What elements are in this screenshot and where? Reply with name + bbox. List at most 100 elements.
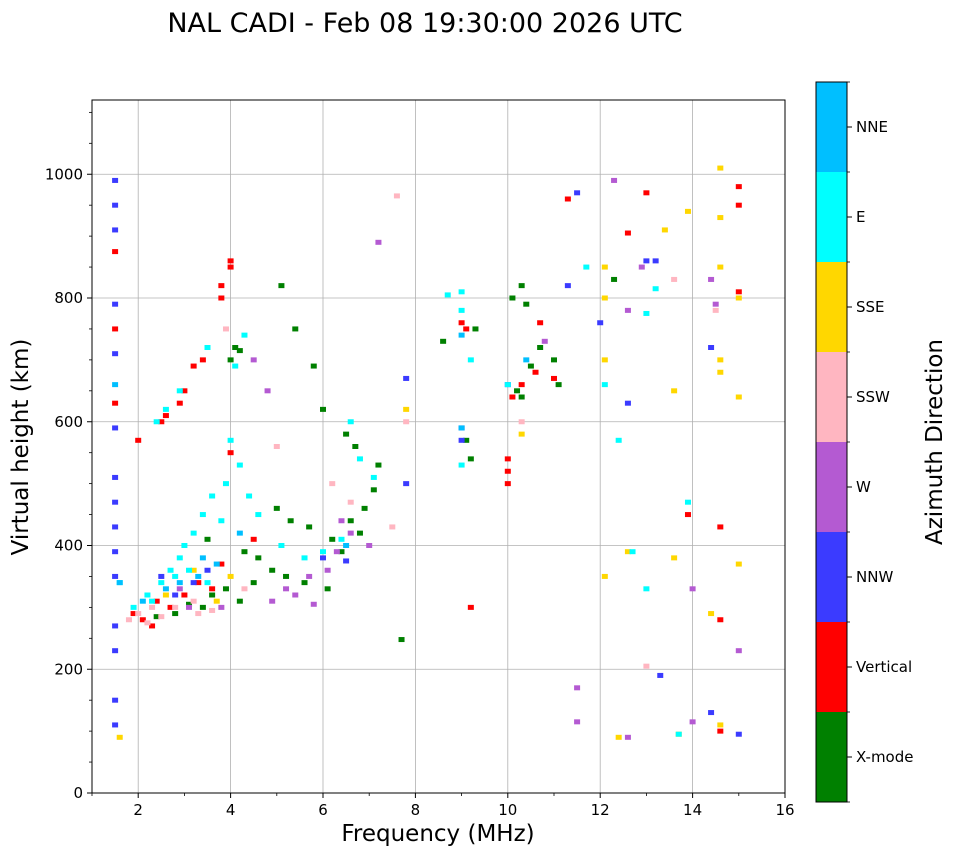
- colorbar-tick-label: NNW: [856, 568, 893, 586]
- data-point-nnw: [403, 481, 410, 487]
- y-tick-label: 200: [54, 660, 83, 678]
- data-point-vertical: [227, 450, 234, 456]
- data-point-vertical: [112, 400, 119, 406]
- data-point-x-mode: [236, 598, 243, 604]
- data-point-w: [338, 518, 345, 524]
- data-point-ssw: [518, 419, 525, 425]
- data-point-vertical: [135, 437, 142, 443]
- data-point-e: [222, 481, 229, 487]
- data-point-nnw: [320, 555, 326, 561]
- data-point-sse: [735, 295, 742, 301]
- data-point-sse: [403, 406, 410, 412]
- data-point-vertical: [149, 623, 156, 629]
- data-point-sse: [717, 165, 724, 171]
- data-point-x-mode: [324, 586, 331, 592]
- x-axis-label: Frequency (MHz): [341, 821, 534, 847]
- x-tick-label: 14: [683, 801, 702, 819]
- data-point-e: [176, 388, 183, 394]
- data-point-w: [347, 530, 354, 536]
- data-point-w: [306, 573, 313, 579]
- data-point-x-mode: [352, 444, 359, 449]
- data-point-x-mode: [255, 555, 262, 561]
- data-point-ssw: [712, 307, 719, 313]
- data-point-x-mode: [306, 524, 313, 530]
- data-point-nnw: [112, 524, 119, 530]
- data-point-x-mode: [467, 456, 474, 462]
- colorbar-segment: [816, 532, 847, 622]
- colorbar-segment: [816, 712, 847, 802]
- data-point-sse: [661, 227, 668, 233]
- data-point-vertical: [509, 394, 516, 400]
- data-point-x-mode: [370, 487, 377, 493]
- data-point-x-mode: [278, 283, 285, 289]
- data-point-x-mode: [153, 614, 160, 620]
- data-point-sse: [116, 734, 123, 740]
- data-point-w: [638, 264, 645, 270]
- data-point-w: [624, 734, 631, 740]
- data-point-sse: [717, 264, 724, 270]
- data-point-w: [541, 338, 548, 344]
- data-point-ssw: [273, 444, 280, 449]
- data-point-sse: [162, 592, 169, 598]
- data-point-vertical: [158, 419, 165, 425]
- data-point-w: [574, 685, 581, 691]
- colorbar-tick-label: NNE: [856, 118, 888, 136]
- data-point-e: [458, 289, 465, 295]
- data-point-nnw: [112, 499, 119, 505]
- data-point-x-mode: [472, 326, 479, 332]
- data-point-nnw: [657, 672, 664, 678]
- data-point-w: [218, 604, 225, 610]
- x-tick-label: 12: [591, 801, 610, 819]
- data-point-w: [186, 604, 193, 610]
- data-point-e: [227, 437, 234, 443]
- data-point-nnw: [643, 258, 650, 264]
- data-point-e: [301, 555, 308, 561]
- data-point-nnw: [735, 731, 742, 737]
- data-point-x-mode: [241, 549, 248, 555]
- y-tick-label: 0: [73, 784, 83, 802]
- data-point-x-mode: [551, 357, 557, 363]
- data-point-sse: [735, 394, 742, 400]
- colorbar-tick-label: X-mode: [856, 748, 913, 766]
- data-point-ssw: [172, 604, 179, 610]
- data-point-e: [241, 332, 248, 338]
- data-point-w: [264, 388, 271, 394]
- data-point-vertical: [112, 326, 119, 332]
- data-point-nne: [112, 382, 119, 388]
- y-axis-label: Virtual height (km): [8, 339, 34, 556]
- colorbar-tick-label: SSW: [856, 388, 890, 406]
- data-point-e: [167, 567, 174, 573]
- data-point-x-mode: [292, 326, 299, 332]
- colorbar-segment: [816, 262, 847, 352]
- data-point-vertical: [218, 561, 225, 567]
- data-point-x-mode: [361, 505, 368, 511]
- data-point-vertical: [167, 604, 174, 610]
- data-point-vertical: [735, 289, 742, 295]
- data-point-vertical: [227, 264, 234, 270]
- data-point-x-mode: [611, 276, 618, 282]
- data-point-sse: [601, 264, 608, 270]
- data-point-x-mode: [518, 283, 525, 289]
- data-point-nnw: [112, 697, 119, 703]
- data-point-x-mode: [356, 530, 363, 536]
- data-point-x-mode: [375, 462, 382, 468]
- data-point-x-mode: [199, 604, 206, 610]
- data-point-vertical: [463, 326, 470, 332]
- y-tick-label: 400: [54, 537, 83, 555]
- data-point-e: [356, 456, 363, 462]
- data-point-sse: [717, 722, 724, 728]
- data-point-sse: [601, 295, 608, 301]
- data-point-ssw: [393, 193, 400, 199]
- data-point-nnw: [112, 425, 119, 431]
- data-point-vertical: [190, 363, 197, 369]
- data-point-sse: [227, 573, 234, 579]
- data-point-e: [153, 419, 160, 425]
- data-point-e: [218, 518, 225, 524]
- data-point-nnw: [652, 258, 659, 264]
- data-point-vertical: [624, 230, 631, 236]
- data-point-sse: [671, 555, 678, 561]
- x-tick-label: 8: [411, 801, 421, 819]
- data-point-nne: [523, 357, 530, 363]
- data-point-e: [629, 549, 636, 555]
- data-point-ssw: [144, 620, 151, 626]
